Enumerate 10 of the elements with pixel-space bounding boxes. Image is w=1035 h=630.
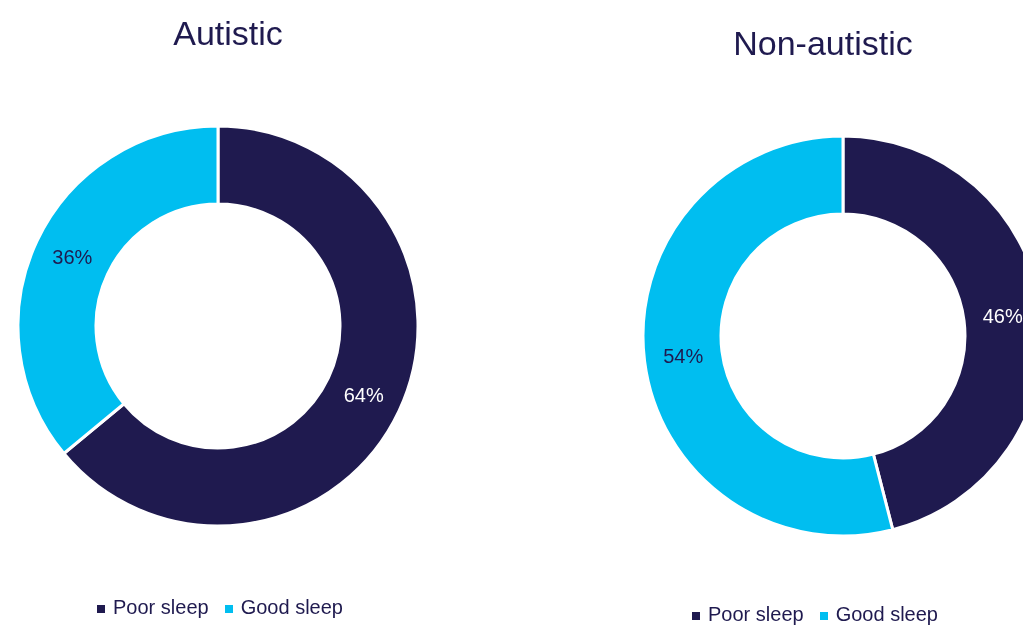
data-label: 64% <box>343 383 384 406</box>
chart-title: Autistic <box>172 14 284 53</box>
data-label: 46% <box>982 304 1023 327</box>
legend-label: Good sleep <box>239 596 343 618</box>
data-label: 36% <box>52 246 93 269</box>
legend-label: Poor sleep <box>707 603 804 625</box>
legend-label: Poor sleep <box>112 596 209 618</box>
chart-title: Non-autistic <box>732 24 914 63</box>
legend-label: Good sleep <box>834 603 938 625</box>
data-label: 54% <box>663 345 704 368</box>
